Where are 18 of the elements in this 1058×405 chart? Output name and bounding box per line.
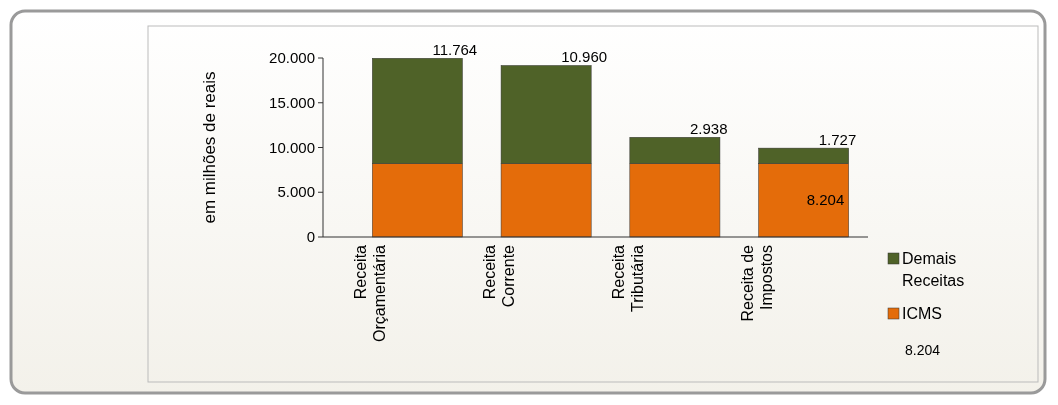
data-label: 11.764 <box>432 41 478 59</box>
legend-label: Demais Receitas <box>902 250 965 289</box>
data-label: 1.727 <box>818 131 857 149</box>
x-tick-label: Receita de Impostos <box>738 244 775 322</box>
y-tick-label: 20.000 <box>269 49 315 66</box>
text: 8.204 <box>905 342 941 358</box>
data-label: 8.204 <box>806 191 845 209</box>
legend-label: ICMS <box>902 305 942 322</box>
x-tick-label: Receita Corrente <box>481 244 518 308</box>
y-axis-title: em milhões de reais <box>200 71 219 224</box>
data-label: 2.938 <box>689 120 728 138</box>
x-tick-label: Receita Tributária <box>609 244 646 312</box>
data-label: 10.960 <box>561 48 608 66</box>
y-tick-label: 10.000 <box>269 138 315 156</box>
x-tick-label: Receita Orçamentária <box>352 244 389 342</box>
y-tick-label: 0 <box>306 228 315 245</box>
y-tick-label: 15.000 <box>269 93 315 111</box>
y-tick-label: 5.000 <box>277 183 315 201</box>
